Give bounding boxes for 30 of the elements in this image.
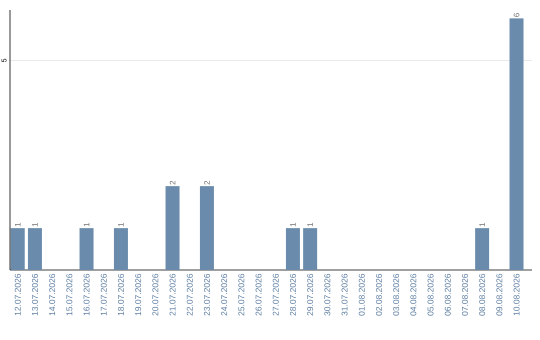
x-tick-label: 19.07.2026 bbox=[135, 274, 142, 316]
x-tick-label: 01.08.2026 bbox=[358, 274, 365, 316]
x-tick-label: 13.07.2026 bbox=[32, 274, 38, 316]
x-tick-label: 05.08.2026 bbox=[428, 274, 434, 316]
x-tick-label: 28.07.2026 bbox=[290, 274, 296, 316]
x-tick-label: 16.07.2026 bbox=[84, 274, 90, 316]
x-tick-label: 07.08.2026 bbox=[462, 274, 468, 316]
x-tick-label: 27.07.2026 bbox=[272, 274, 279, 316]
x-tick-label: 31.07.2026 bbox=[342, 274, 348, 316]
x-tick-label: 04.08.2026 bbox=[410, 274, 416, 316]
x-tick-label: 12.07.2026 bbox=[14, 274, 21, 316]
x-tick-label: 30.07.2026 bbox=[324, 274, 330, 316]
x-tick-label: 03.08.2026 bbox=[393, 274, 400, 316]
x-tick-label: 24.07.2026 bbox=[221, 274, 228, 316]
x-tick-label: 08.08.2026 bbox=[479, 274, 486, 316]
x-tick-label: 25.07.2026 bbox=[238, 274, 244, 316]
x-tick-label: 20.07.2026 bbox=[152, 274, 158, 316]
x-tick-label: 15.07.2026 bbox=[66, 274, 72, 316]
x-tick-label: 14.07.2026 bbox=[49, 274, 56, 316]
x-tick-label: 22.07.2026 bbox=[186, 274, 193, 316]
x-tick-label: 21.07.2026 bbox=[170, 274, 176, 316]
x-tick-label: 23.07.2026 bbox=[204, 274, 210, 316]
x-tick-label: 06.08.2026 bbox=[444, 274, 451, 316]
x-tick-label: 02.08.2026 bbox=[376, 274, 382, 316]
x-tick-label: 26.07.2026 bbox=[256, 274, 262, 316]
x-tick-label: 10.08.2026 bbox=[514, 274, 520, 316]
x-tick-label: 18.07.2026 bbox=[118, 274, 124, 316]
x-tick-label: 29.07.2026 bbox=[307, 274, 314, 316]
x-tick-label: 09.08.2026 bbox=[496, 274, 502, 316]
x-tick-label: 17.07.2026 bbox=[100, 274, 107, 316]
